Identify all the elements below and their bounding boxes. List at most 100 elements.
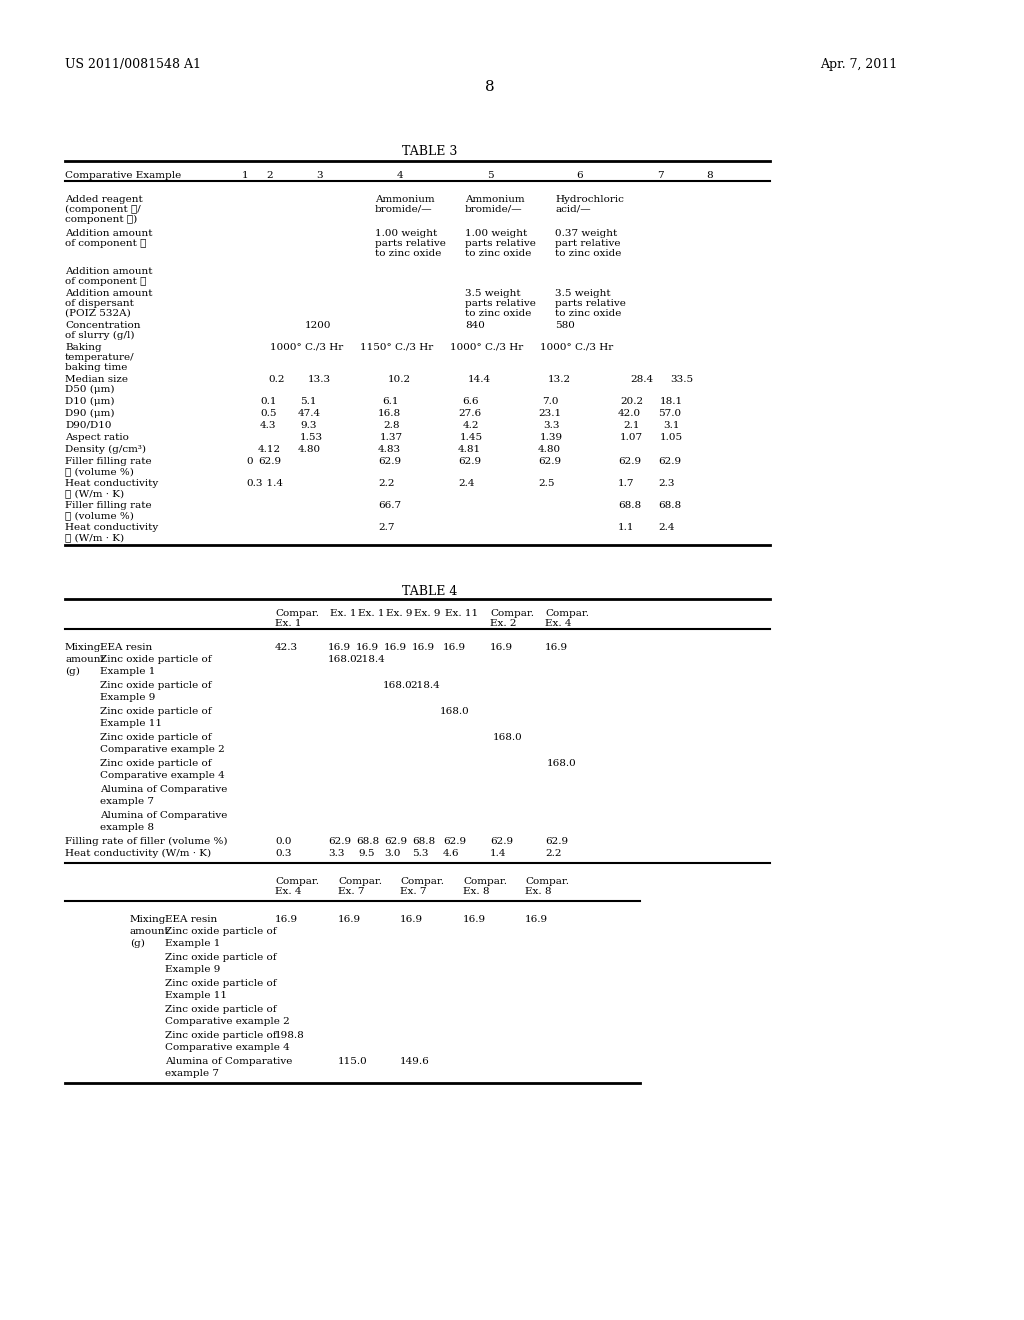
Text: Ex. 1: Ex. 1 bbox=[358, 609, 384, 618]
Text: Zinc oxide particle of: Zinc oxide particle of bbox=[165, 927, 276, 936]
Text: ① (W/m · K): ① (W/m · K) bbox=[65, 488, 124, 498]
Text: Zinc oxide particle of: Zinc oxide particle of bbox=[100, 708, 212, 715]
Text: Example 11: Example 11 bbox=[100, 719, 162, 729]
Text: Filling rate of filler (volume %): Filling rate of filler (volume %) bbox=[65, 837, 227, 846]
Text: (g): (g) bbox=[65, 667, 80, 676]
Text: 16.9: 16.9 bbox=[490, 643, 513, 652]
Text: bromide/—: bromide/— bbox=[465, 205, 522, 214]
Text: 840: 840 bbox=[465, 321, 485, 330]
Text: example 7: example 7 bbox=[100, 797, 154, 807]
Text: 28.4: 28.4 bbox=[630, 375, 653, 384]
Text: Compar.: Compar. bbox=[275, 609, 319, 618]
Text: Ex. 7: Ex. 7 bbox=[400, 887, 427, 896]
Text: ② (W/m · K): ② (W/m · K) bbox=[65, 533, 124, 543]
Text: Addition amount: Addition amount bbox=[65, 228, 153, 238]
Text: parts relative: parts relative bbox=[555, 300, 626, 308]
Text: 0.0: 0.0 bbox=[275, 837, 292, 846]
Text: 2.7: 2.7 bbox=[378, 523, 394, 532]
Text: bromide/—: bromide/— bbox=[375, 205, 432, 214]
Text: Comparative example 4: Comparative example 4 bbox=[165, 1043, 290, 1052]
Text: 47.4: 47.4 bbox=[298, 409, 322, 418]
Text: Zinc oxide particle of: Zinc oxide particle of bbox=[100, 655, 212, 664]
Text: 16.9: 16.9 bbox=[545, 643, 568, 652]
Text: 16.9: 16.9 bbox=[338, 915, 361, 924]
Text: parts relative: parts relative bbox=[465, 239, 536, 248]
Text: to zinc oxide: to zinc oxide bbox=[555, 249, 622, 257]
Text: Compar.: Compar. bbox=[275, 876, 319, 886]
Text: 4.80: 4.80 bbox=[538, 445, 561, 454]
Text: 4.2: 4.2 bbox=[463, 421, 479, 430]
Text: 3.0: 3.0 bbox=[384, 849, 400, 858]
Text: 23.1: 23.1 bbox=[538, 409, 561, 418]
Text: 10.2: 10.2 bbox=[388, 375, 411, 384]
Text: Ex. 4: Ex. 4 bbox=[545, 619, 571, 628]
Text: of component ②: of component ② bbox=[65, 277, 146, 286]
Text: to zinc oxide: to zinc oxide bbox=[555, 309, 622, 318]
Text: 168.0: 168.0 bbox=[493, 733, 522, 742]
Text: Ex. 2: Ex. 2 bbox=[490, 619, 516, 628]
Text: 16.9: 16.9 bbox=[275, 915, 298, 924]
Text: part relative: part relative bbox=[555, 239, 621, 248]
Text: 16.9: 16.9 bbox=[525, 915, 548, 924]
Text: 4.6: 4.6 bbox=[443, 849, 460, 858]
Text: TABLE 4: TABLE 4 bbox=[402, 585, 458, 598]
Text: of dispersant: of dispersant bbox=[65, 300, 134, 308]
Text: Zinc oxide particle of: Zinc oxide particle of bbox=[165, 1031, 276, 1040]
Text: 42.0: 42.0 bbox=[618, 409, 641, 418]
Text: 2.4: 2.4 bbox=[458, 479, 474, 488]
Text: 1.37: 1.37 bbox=[380, 433, 403, 442]
Text: 580: 580 bbox=[555, 321, 574, 330]
Text: 1.4: 1.4 bbox=[260, 479, 283, 488]
Text: 16.9: 16.9 bbox=[443, 643, 466, 652]
Text: Ex. 9: Ex. 9 bbox=[414, 609, 440, 618]
Text: TABLE 3: TABLE 3 bbox=[402, 145, 458, 158]
Text: 1000° C./3 Hr: 1000° C./3 Hr bbox=[270, 343, 343, 352]
Text: Density (g/cm³): Density (g/cm³) bbox=[65, 445, 146, 454]
Text: Alumina of Comparative: Alumina of Comparative bbox=[165, 1057, 293, 1067]
Text: 0.37 weight: 0.37 weight bbox=[555, 228, 617, 238]
Text: of slurry (g/l): of slurry (g/l) bbox=[65, 331, 134, 341]
Text: 5.3: 5.3 bbox=[412, 849, 428, 858]
Text: Example 9: Example 9 bbox=[165, 965, 220, 974]
Text: D90/D10: D90/D10 bbox=[65, 421, 112, 430]
Text: 18.1: 18.1 bbox=[660, 397, 683, 407]
Text: 62.9: 62.9 bbox=[328, 837, 351, 846]
Text: Compar.: Compar. bbox=[463, 876, 507, 886]
Text: baking time: baking time bbox=[65, 363, 127, 372]
Text: example 8: example 8 bbox=[100, 822, 154, 832]
Text: Heat conductivity: Heat conductivity bbox=[65, 479, 159, 488]
Text: 0.3: 0.3 bbox=[246, 479, 262, 488]
Text: 6: 6 bbox=[577, 172, 584, 180]
Text: 218.4: 218.4 bbox=[355, 655, 385, 664]
Text: Ex. 1: Ex. 1 bbox=[275, 619, 301, 628]
Text: 16.9: 16.9 bbox=[412, 643, 435, 652]
Text: 13.2: 13.2 bbox=[548, 375, 571, 384]
Text: Zinc oxide particle of: Zinc oxide particle of bbox=[165, 953, 276, 962]
Text: (g): (g) bbox=[130, 939, 144, 948]
Text: Mixing: Mixing bbox=[65, 643, 101, 652]
Text: 2.4: 2.4 bbox=[658, 523, 675, 532]
Text: 1.1: 1.1 bbox=[618, 523, 635, 532]
Text: Zinc oxide particle of: Zinc oxide particle of bbox=[165, 979, 276, 987]
Text: Apr. 7, 2011: Apr. 7, 2011 bbox=[820, 58, 897, 71]
Text: 62.9: 62.9 bbox=[258, 457, 282, 466]
Text: Zinc oxide particle of: Zinc oxide particle of bbox=[100, 733, 212, 742]
Text: 20.2: 20.2 bbox=[620, 397, 643, 407]
Text: Ex. 8: Ex. 8 bbox=[463, 887, 489, 896]
Text: 3.1: 3.1 bbox=[663, 421, 680, 430]
Text: 5.1: 5.1 bbox=[300, 397, 316, 407]
Text: 4.81: 4.81 bbox=[458, 445, 481, 454]
Text: to zinc oxide: to zinc oxide bbox=[465, 309, 531, 318]
Text: Added reagent: Added reagent bbox=[65, 195, 142, 205]
Text: Median size: Median size bbox=[65, 375, 128, 384]
Text: Zinc oxide particle of: Zinc oxide particle of bbox=[165, 1005, 276, 1014]
Text: Ex. 8: Ex. 8 bbox=[525, 887, 552, 896]
Text: 4.3: 4.3 bbox=[260, 421, 276, 430]
Text: component ②): component ②) bbox=[65, 215, 137, 224]
Text: 1.7: 1.7 bbox=[618, 479, 635, 488]
Text: Hydrochloric: Hydrochloric bbox=[555, 195, 624, 205]
Text: 66.7: 66.7 bbox=[378, 502, 401, 510]
Text: Aspect ratio: Aspect ratio bbox=[65, 433, 129, 442]
Text: 33.5: 33.5 bbox=[670, 375, 693, 384]
Text: Compar.: Compar. bbox=[490, 609, 534, 618]
